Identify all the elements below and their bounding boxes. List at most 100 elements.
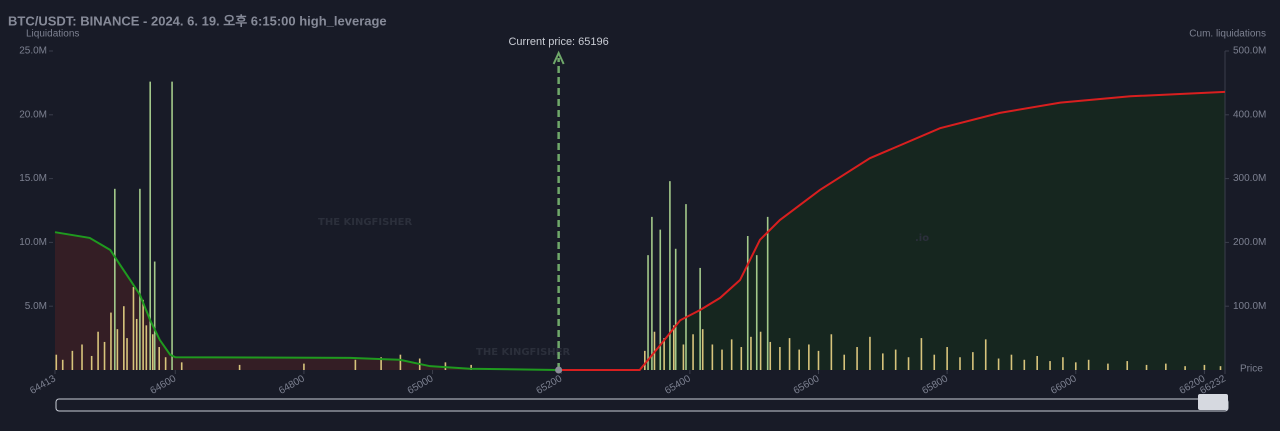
area bbox=[558, 91, 1225, 370]
bar bbox=[746, 236, 749, 370]
bar bbox=[55, 354, 58, 370]
y-tick-label: 5.0M bbox=[25, 301, 47, 312]
bar bbox=[354, 359, 357, 370]
bar bbox=[110, 312, 112, 370]
bar bbox=[972, 352, 974, 370]
y-axis-label: Liquidations bbox=[26, 29, 79, 40]
bar bbox=[1203, 364, 1206, 370]
y2-tick-label: 100.0M bbox=[1233, 301, 1266, 312]
bar bbox=[759, 331, 762, 370]
current-price-dot bbox=[555, 366, 563, 374]
watermark-suffix: .io bbox=[915, 233, 929, 244]
watermark-small: THE KINGFISHER bbox=[476, 347, 571, 358]
bar bbox=[808, 344, 810, 370]
bar bbox=[180, 362, 183, 370]
bar bbox=[1184, 366, 1186, 370]
bar bbox=[984, 339, 987, 370]
bar bbox=[856, 347, 858, 370]
bar bbox=[663, 338, 665, 370]
y2-tick-label: 500.0M bbox=[1233, 46, 1266, 57]
bar bbox=[1165, 363, 1167, 370]
line bbox=[54, 231, 559, 371]
bar bbox=[659, 229, 662, 370]
bar bbox=[830, 334, 833, 370]
y2-tick-label: 200.0M bbox=[1233, 237, 1266, 248]
bar bbox=[699, 267, 701, 370]
bar bbox=[132, 287, 135, 370]
bar bbox=[303, 363, 305, 370]
bar bbox=[123, 306, 125, 370]
bar bbox=[90, 355, 93, 370]
bar bbox=[701, 329, 704, 370]
bar bbox=[238, 364, 241, 370]
bar bbox=[1049, 361, 1051, 370]
bar bbox=[135, 318, 138, 370]
bar bbox=[933, 354, 936, 370]
y2-axis-label: Cum. liquidations bbox=[1189, 29, 1266, 40]
bar bbox=[769, 341, 772, 370]
bar bbox=[1107, 363, 1109, 370]
bar bbox=[1145, 364, 1148, 370]
bar bbox=[674, 248, 677, 370]
bar bbox=[682, 344, 685, 370]
bar bbox=[843, 354, 846, 370]
bar bbox=[755, 255, 758, 370]
bar bbox=[869, 336, 871, 370]
y-tick-label: 15.0M bbox=[19, 173, 47, 184]
bar bbox=[920, 338, 923, 370]
bar bbox=[1126, 361, 1129, 370]
y2-tick-label: 400.0M bbox=[1233, 109, 1266, 120]
bar bbox=[149, 81, 151, 371]
area bbox=[55, 232, 559, 370]
x-axis-label: Price bbox=[1240, 364, 1263, 375]
bar bbox=[685, 204, 687, 370]
y-tick-label: 25.0M bbox=[19, 46, 47, 57]
watermark: THE KINGFISHER bbox=[318, 217, 413, 228]
current-price-arrow bbox=[552, 50, 565, 65]
current-price-label: Current price: 65196 bbox=[508, 36, 608, 48]
line bbox=[558, 90, 1226, 371]
bar bbox=[997, 358, 1000, 370]
bar bbox=[164, 357, 167, 370]
bar bbox=[1036, 355, 1038, 370]
bar bbox=[1062, 357, 1064, 370]
plot-underlay bbox=[49, 50, 1229, 374]
bar bbox=[171, 81, 173, 371]
bar bbox=[798, 349, 800, 370]
bar bbox=[145, 325, 148, 370]
y-tick-label: 20.0M bbox=[19, 109, 47, 120]
y-tick-label: 10.0M bbox=[19, 237, 47, 248]
bar bbox=[116, 329, 119, 370]
bar bbox=[817, 350, 820, 370]
bar bbox=[959, 357, 961, 370]
bar bbox=[882, 353, 884, 370]
bar bbox=[1023, 359, 1026, 370]
y2-tick-label: 300.0M bbox=[1233, 173, 1266, 184]
bar bbox=[103, 341, 106, 370]
bar bbox=[788, 338, 791, 370]
bar bbox=[946, 347, 948, 370]
bar bbox=[158, 347, 161, 370]
bar bbox=[647, 255, 649, 370]
bar bbox=[721, 349, 723, 370]
bar bbox=[380, 357, 382, 370]
bar bbox=[740, 347, 743, 370]
bar bbox=[1087, 359, 1090, 370]
bar bbox=[730, 339, 733, 370]
bar bbox=[126, 338, 128, 370]
bar bbox=[470, 364, 472, 370]
bar bbox=[71, 350, 74, 370]
bar bbox=[692, 334, 694, 370]
bar bbox=[669, 181, 671, 370]
bar bbox=[114, 188, 116, 370]
bar bbox=[651, 216, 653, 370]
bar bbox=[766, 216, 769, 370]
bar bbox=[711, 344, 714, 370]
bar bbox=[750, 336, 752, 370]
chart-title: BTC/USDT: BINANCE - 2024. 6. 19. 오후 6:15… bbox=[8, 13, 387, 28]
scrollbar-handle[interactable] bbox=[1198, 394, 1228, 410]
bar bbox=[153, 261, 156, 370]
bar bbox=[672, 325, 675, 370]
